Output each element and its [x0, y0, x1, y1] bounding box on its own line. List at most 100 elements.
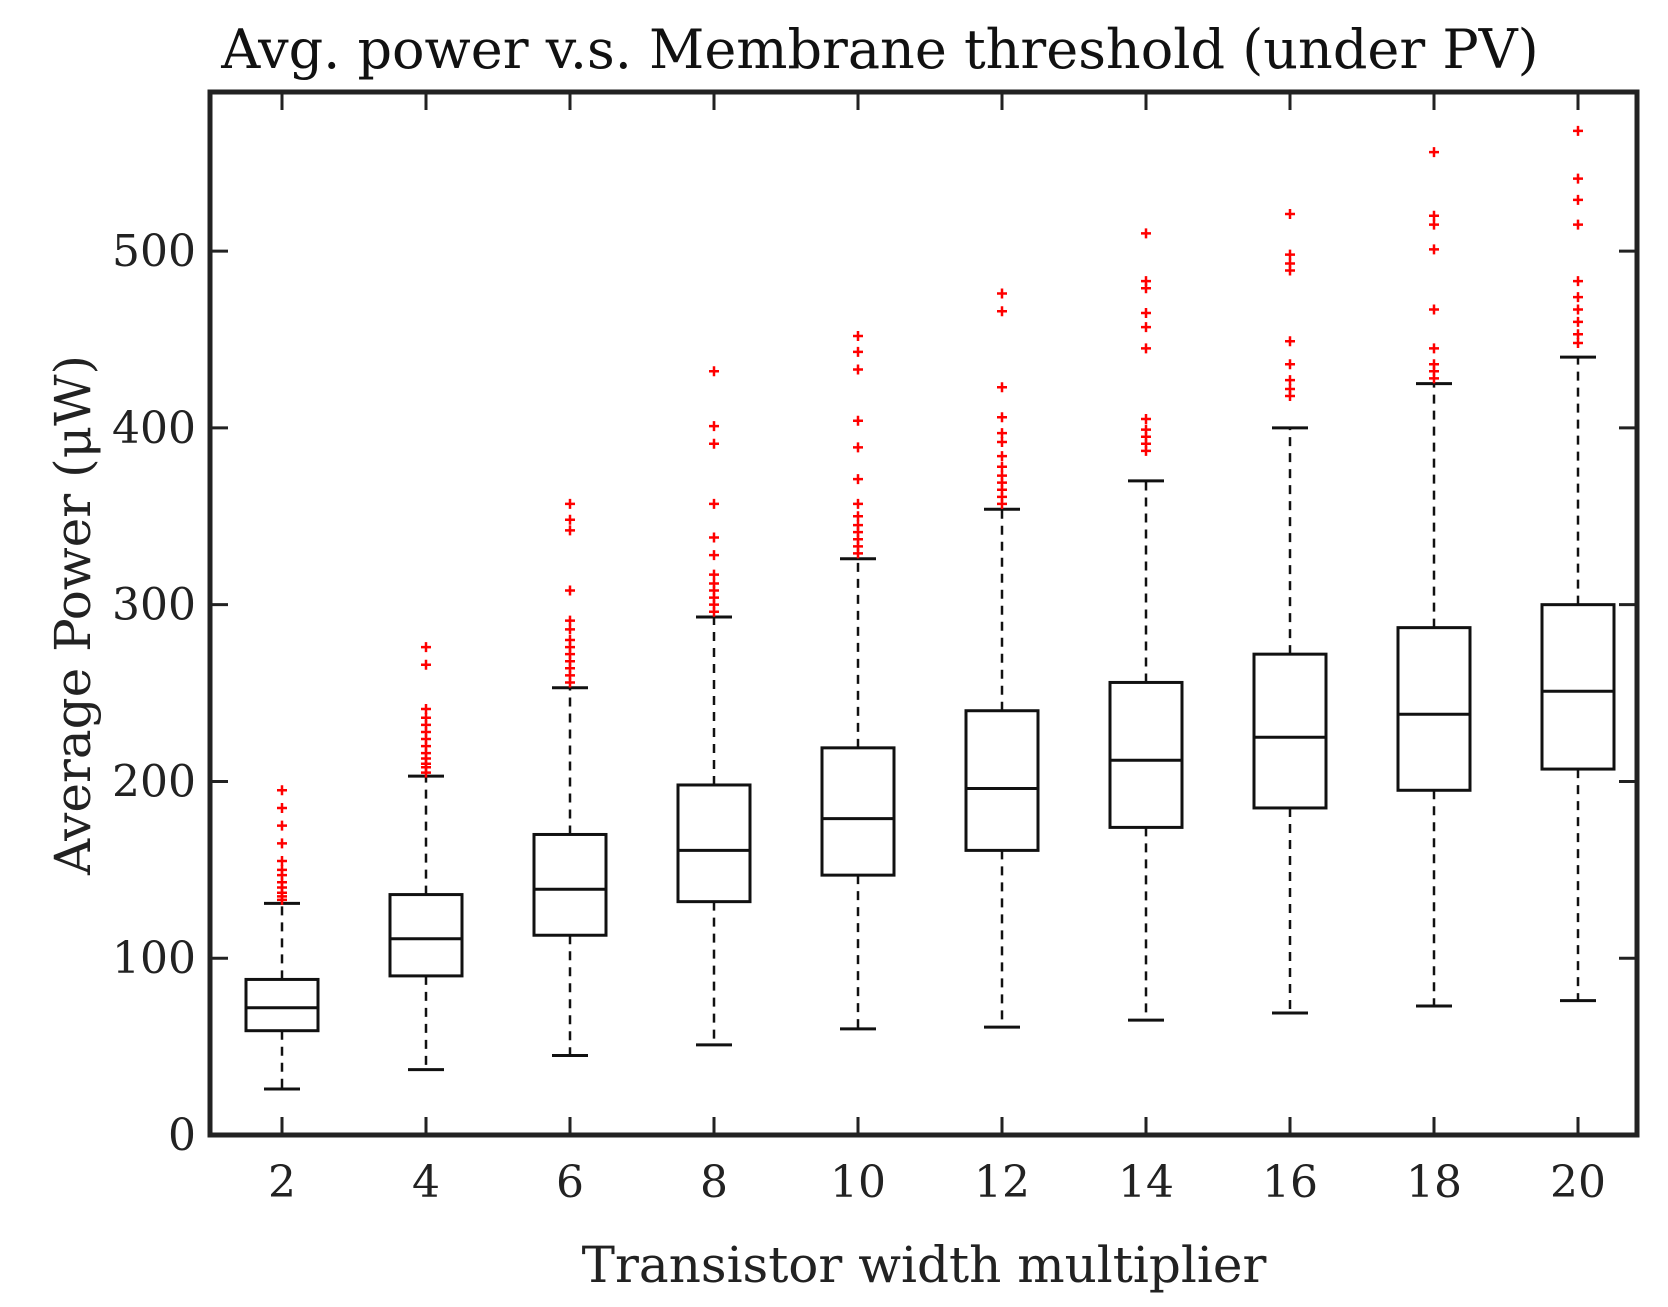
outlier-marker	[1573, 316, 1583, 327]
outlier-marker	[997, 306, 1007, 317]
outlier-marker	[421, 659, 431, 670]
box-iqr	[1108, 680, 1184, 829]
outlier-marker	[997, 461, 1007, 472]
outlier-marker	[1429, 244, 1439, 255]
box-iqr	[1252, 652, 1328, 810]
x-tick-label: 4	[412, 1157, 440, 1208]
outlier-marker	[709, 366, 719, 377]
outlier-marker	[997, 382, 1007, 393]
chart-title: Avg. power v.s. Membrane threshold (unde…	[220, 18, 1538, 81]
outlier-marker	[997, 451, 1007, 462]
outlier-marker	[1285, 258, 1295, 269]
box-iqr	[964, 709, 1040, 852]
box-iqr	[388, 893, 464, 978]
outlier-marker	[565, 498, 575, 509]
x-tick-label: 20	[1550, 1157, 1606, 1208]
outlier-marker	[1141, 228, 1151, 239]
outlier-marker	[1285, 375, 1295, 386]
x-axis-label: Transistor width multiplier	[582, 1236, 1267, 1294]
outlier-marker	[709, 498, 719, 509]
outlier-marker	[997, 428, 1007, 439]
x-tick-label: 18	[1406, 1157, 1462, 1208]
outlier-marker	[1285, 249, 1295, 260]
outlier-marker	[1573, 276, 1583, 287]
y-tick-label: 300	[112, 580, 196, 631]
outlier-marker	[853, 474, 863, 485]
box-iqr	[676, 783, 752, 904]
outlier-marker	[709, 421, 719, 432]
outlier-marker	[853, 415, 863, 426]
outlier-marker	[853, 442, 863, 453]
outlier-marker	[997, 470, 1007, 481]
outlier-marker	[853, 520, 863, 531]
outlier-marker	[853, 511, 863, 522]
outlier-marker	[1141, 307, 1151, 318]
outlier-marker	[1141, 322, 1151, 333]
outlier-marker	[1429, 359, 1439, 370]
outlier-marker	[853, 364, 863, 375]
plot-frame	[207, 89, 1640, 1138]
outlier-marker	[1429, 147, 1439, 158]
outlier-marker	[997, 288, 1007, 299]
x-tick-label: 10	[830, 1157, 886, 1208]
box-iqr	[532, 832, 608, 937]
box-iqr	[244, 977, 320, 1033]
plot-area: 0 100 200 300 400 500 2 4 6 8 10 12 14 16 18 20	[112, 92, 1637, 1208]
outlier-marker	[1573, 173, 1583, 184]
outlier-marker	[1573, 338, 1583, 349]
outlier-marker	[421, 712, 431, 723]
outlier-marker	[565, 525, 575, 536]
box-iqr	[820, 746, 896, 877]
outlier-marker	[1285, 359, 1295, 370]
outlier-marker	[1141, 424, 1151, 435]
outlier-marker	[277, 802, 287, 813]
x-tick-label: 14	[1118, 1157, 1174, 1208]
outlier-marker	[565, 585, 575, 596]
outlier-marker	[277, 838, 287, 849]
outlier-marker	[1573, 329, 1583, 340]
outlier-marker	[1573, 194, 1583, 205]
outlier-marker	[1573, 304, 1583, 315]
outlier-marker	[1573, 219, 1583, 230]
outlier-marker	[853, 346, 863, 357]
outlier-marker	[277, 864, 287, 875]
y-axis-label: Average Power (μW)	[44, 355, 102, 876]
y-tick-label: 400	[112, 403, 196, 454]
outlier-marker	[277, 820, 287, 831]
outlier-marker	[1141, 343, 1151, 354]
y-tick-label: 200	[112, 756, 196, 807]
outlier-marker	[565, 624, 575, 635]
outlier-marker	[421, 642, 431, 653]
outlier-marker	[1429, 304, 1439, 315]
outlier-marker	[1141, 276, 1151, 287]
outlier-marker	[709, 569, 719, 580]
outlier-marker	[1573, 125, 1583, 136]
outlier-marker	[853, 498, 863, 509]
outlier-marker	[1429, 343, 1439, 354]
outlier-marker	[709, 438, 719, 449]
outlier-marker	[997, 412, 1007, 423]
outlier-marker	[997, 437, 1007, 448]
x-tick-label: 8	[700, 1157, 728, 1208]
outlier-marker	[1285, 336, 1295, 347]
y-tick-label: 0	[168, 1110, 196, 1161]
outlier-marker	[565, 635, 575, 646]
box-iqr	[1396, 626, 1472, 792]
box-iqr	[1540, 603, 1616, 771]
y-tick-label: 500	[112, 226, 196, 277]
outlier-marker	[1429, 219, 1439, 230]
outlier-marker	[1141, 414, 1151, 425]
x-tick-label: 2	[268, 1157, 296, 1208]
outlier-marker	[565, 514, 575, 525]
x-tick-label: 16	[1262, 1157, 1318, 1208]
outlier-marker	[1573, 292, 1583, 303]
outlier-marker	[421, 703, 431, 714]
outlier-marker	[565, 615, 575, 626]
outlier-marker	[709, 550, 719, 561]
x-tick-label: 12	[974, 1157, 1030, 1208]
outlier-marker	[709, 578, 719, 589]
outlier-marker	[277, 785, 287, 796]
outlier-marker	[277, 855, 287, 866]
outlier-marker	[709, 532, 719, 543]
